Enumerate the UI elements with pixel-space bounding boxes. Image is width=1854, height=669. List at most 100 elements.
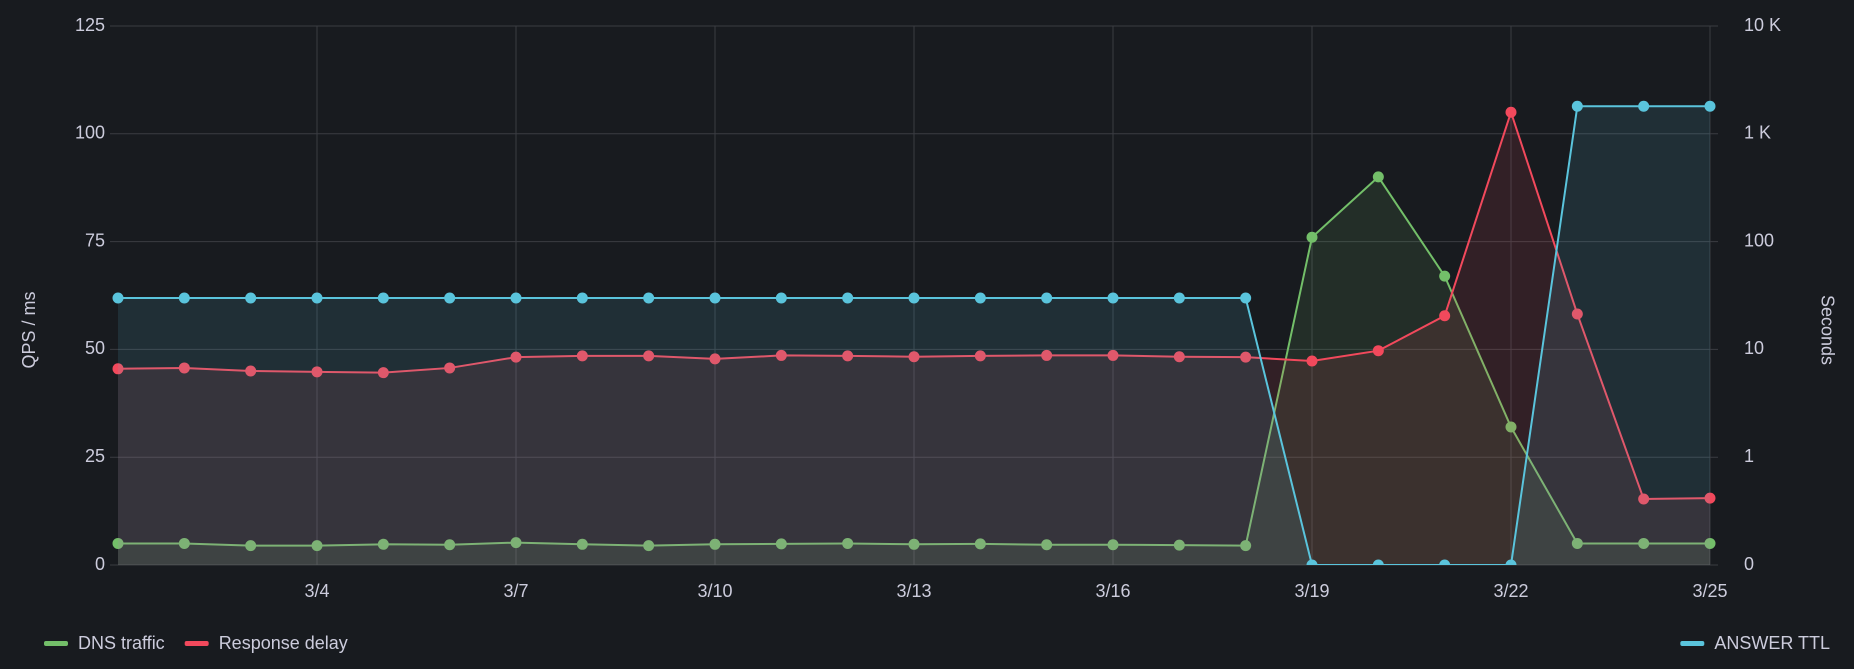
data-point (377, 538, 389, 550)
data-point (510, 537, 522, 549)
y2-tick-label: 10 (1744, 338, 1764, 358)
data-point (1372, 345, 1384, 357)
data-point (709, 292, 721, 304)
data-point (1439, 559, 1451, 565)
data-point (974, 538, 986, 550)
data-point (842, 292, 854, 304)
data-point (178, 292, 190, 304)
data-point (1173, 292, 1185, 304)
x-tick-label: 3/13 (896, 581, 931, 601)
data-point (974, 350, 986, 362)
data-point (178, 362, 190, 374)
data-point (1306, 559, 1318, 565)
y-tick-label: 0 (95, 554, 105, 574)
data-point (1571, 537, 1583, 549)
data-point (1240, 540, 1252, 552)
data-point (311, 292, 323, 304)
y-tick-label: 75 (85, 230, 105, 250)
data-point (908, 351, 920, 363)
data-point (842, 537, 854, 549)
data-point (1173, 539, 1185, 551)
series-area (118, 176, 1710, 565)
x-tick-label: 3/7 (503, 581, 528, 601)
data-point (510, 292, 522, 304)
data-point (1372, 559, 1384, 565)
data-point (1704, 100, 1716, 112)
data-point (643, 540, 655, 552)
y-tick-label: 25 (85, 446, 105, 466)
series-area (118, 112, 1710, 565)
data-point (576, 350, 588, 362)
data-point (1107, 292, 1119, 304)
data-point (311, 366, 323, 378)
data-point (444, 362, 456, 374)
data-point (112, 363, 124, 375)
data-point (1240, 351, 1252, 363)
data-point (974, 292, 986, 304)
y-tick-label: 100 (75, 123, 105, 143)
data-point (1704, 492, 1716, 504)
data-point (1306, 231, 1318, 243)
data-point (245, 365, 257, 377)
data-point (1439, 310, 1451, 322)
data-point (1107, 539, 1119, 551)
data-point (1505, 106, 1517, 118)
series-group (112, 106, 1716, 565)
y2-tick-label: 1 K (1744, 123, 1771, 143)
legend-swatch (184, 641, 209, 646)
data-point (1240, 292, 1252, 304)
data-point (643, 350, 655, 362)
legend-label: DNS traffic (78, 633, 165, 653)
x-tick-label: 3/19 (1294, 581, 1329, 601)
data-point (709, 353, 721, 365)
y2-axis-label: Seconds (1817, 295, 1837, 365)
data-point (1306, 355, 1318, 367)
data-point (377, 292, 389, 304)
x-tick-label: 3/22 (1493, 581, 1528, 601)
data-point (842, 350, 854, 362)
data-point (112, 537, 124, 549)
data-point (908, 538, 920, 550)
legend-swatch (1680, 641, 1705, 646)
x-tick-label: 3/16 (1095, 581, 1130, 601)
data-point (775, 349, 787, 361)
data-point (775, 538, 787, 550)
series-area (118, 106, 1710, 565)
data-point (1505, 421, 1517, 433)
data-point (178, 537, 190, 549)
data-point (1041, 292, 1053, 304)
data-point (1638, 493, 1650, 505)
data-point (1571, 308, 1583, 320)
data-point (1704, 537, 1716, 549)
legend-label: Response delay (219, 633, 348, 653)
y-tick-label: 50 (85, 338, 105, 358)
legend-swatch (44, 641, 68, 646)
data-point (1041, 349, 1053, 361)
data-point (444, 292, 456, 304)
data-point (576, 538, 588, 550)
data-point (1638, 100, 1650, 112)
data-point (1505, 559, 1517, 565)
series-group (112, 100, 1716, 565)
data-point (510, 351, 522, 363)
data-point (444, 539, 456, 551)
data-point (1571, 100, 1583, 112)
data-point (1372, 171, 1384, 183)
data-point (643, 292, 655, 304)
x-tick-label: 3/10 (697, 581, 732, 601)
x-tick-label: 3/25 (1692, 581, 1727, 601)
data-point (908, 292, 920, 304)
data-point (1107, 349, 1119, 361)
data-point (377, 367, 389, 379)
data-point (1173, 351, 1185, 363)
y2-tick-label: 100 (1744, 230, 1774, 250)
data-point (311, 540, 323, 552)
legend-label: ANSWER TTL (1714, 633, 1830, 653)
y2-tick-label: 10 K (1744, 15, 1781, 35)
data-point (775, 292, 787, 304)
x-tick-label: 3/4 (304, 581, 329, 601)
data-point (576, 292, 588, 304)
y-axis-label: QPS / ms (19, 291, 39, 368)
data-point (1638, 537, 1650, 549)
